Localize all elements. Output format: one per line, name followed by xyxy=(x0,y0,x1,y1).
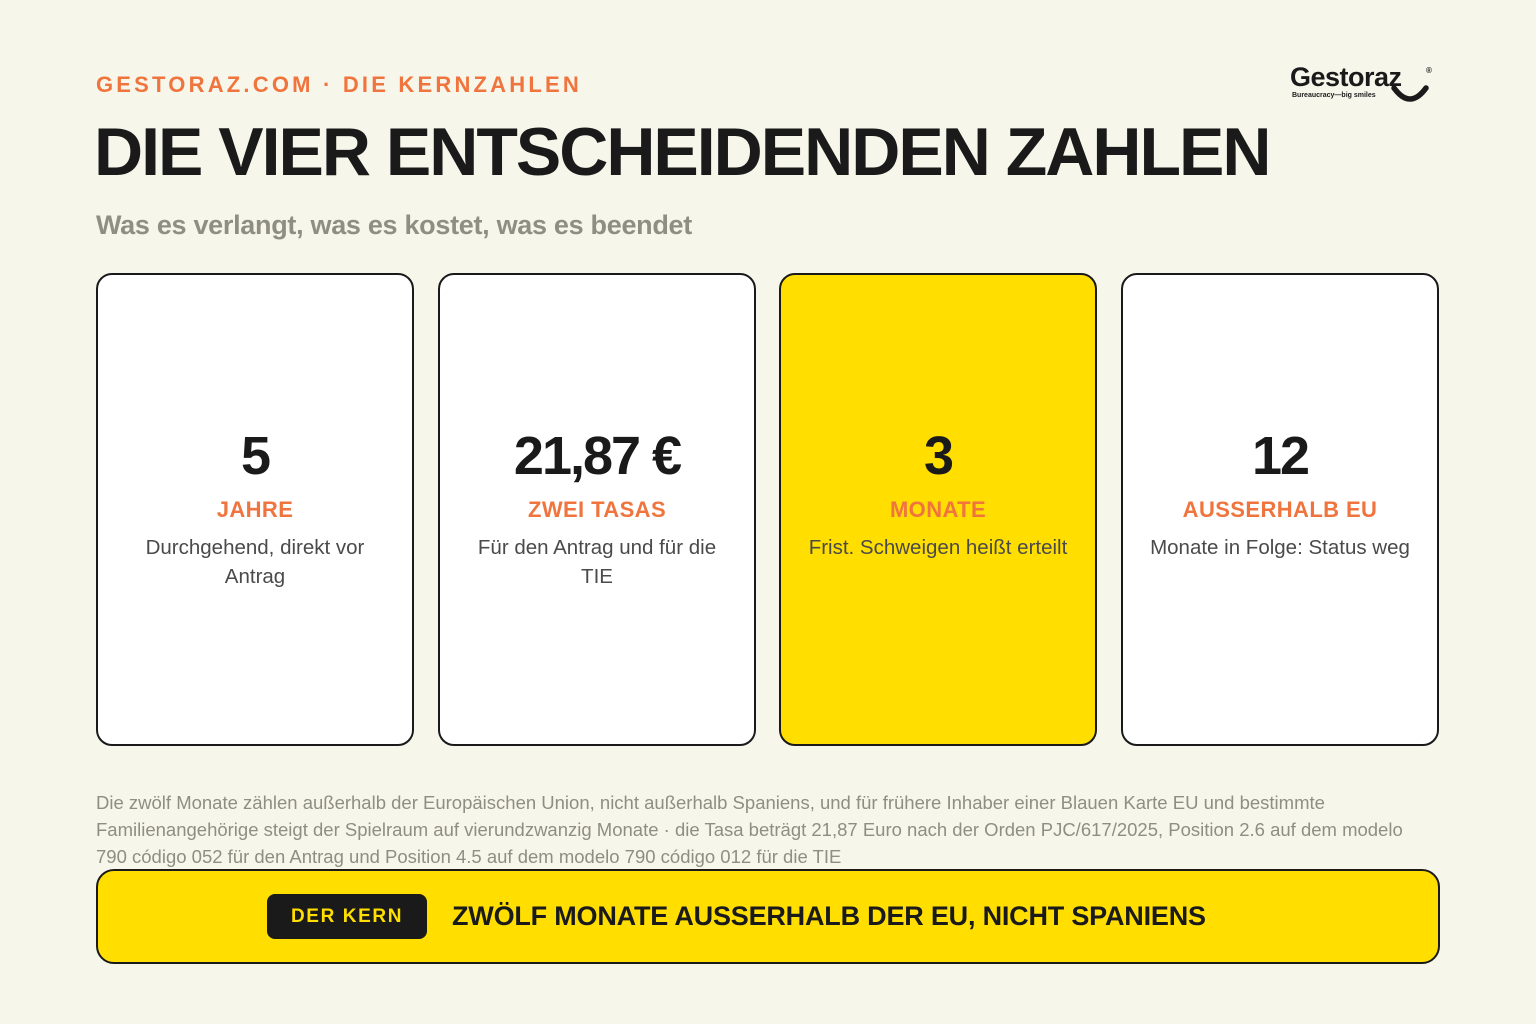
page-subtitle: Was es verlangt, was es kostet, was es b… xyxy=(96,210,692,240)
logo-tagline: Bureaucracy—big smiles xyxy=(1292,92,1376,99)
banner-text: ZWÖLF MONATE AUSSERHALB DER EU, NICHT SP… xyxy=(452,901,1206,931)
card-description: Monate in Folge: Status weg xyxy=(1150,536,1410,559)
gestoraz-logo[interactable]: Gestoraz ® Bureaucracy—big smiles xyxy=(1290,62,1440,112)
card-label: ZWEI TASAS xyxy=(527,497,667,522)
card-label: MONATE xyxy=(889,497,987,522)
kicker: GESTORAZ.COM · DIE KERNZAHLEN xyxy=(96,72,582,97)
card-value: 5 xyxy=(240,426,271,486)
card-description: Durchgehend, direkt vor Antrag xyxy=(145,536,365,588)
key-figures: 5 JAHRE Durchgehend, direkt vor Antrag 2… xyxy=(96,273,1440,746)
page-title: DIE VIER ENTSCHEIDENDEN ZAHLEN xyxy=(94,114,1271,190)
logo-wordmark: Gestoraz xyxy=(1290,62,1402,92)
figure-card-outside-eu: 12 AUSSERHALB EU Monate in Folge: Status… xyxy=(1121,273,1439,746)
card-description: Frist. Schweigen heißt erteilt xyxy=(808,536,1068,559)
banner-badge: DER KERN xyxy=(267,894,427,939)
smile-icon xyxy=(1391,85,1429,102)
card-description: Für den Antrag und für die TIE xyxy=(477,536,717,588)
figure-card-years: 5 JAHRE Durchgehend, direkt vor Antrag xyxy=(96,273,414,746)
card-value: 3 xyxy=(923,426,954,486)
figure-card-fees: 21,87 € ZWEI TASAS Für den Antrag und fü… xyxy=(438,273,756,746)
logo-registered-mark: ® xyxy=(1426,66,1432,75)
figure-card-months: 3 MONATE Frist. Schweigen heißt erteilt xyxy=(779,273,1097,746)
footnote: Die zwölf Monate zählen außerhalb der Eu… xyxy=(96,792,1403,867)
card-label: JAHRE xyxy=(216,497,294,522)
card-value: 21,87 € xyxy=(513,426,682,486)
key-takeaway-banner: DER KERN ZWÖLF MONATE AUSSERHALB DER EU,… xyxy=(96,869,1440,964)
card-label: AUSSERHALB EU xyxy=(1182,497,1378,522)
card-value: 12 xyxy=(1251,426,1310,486)
